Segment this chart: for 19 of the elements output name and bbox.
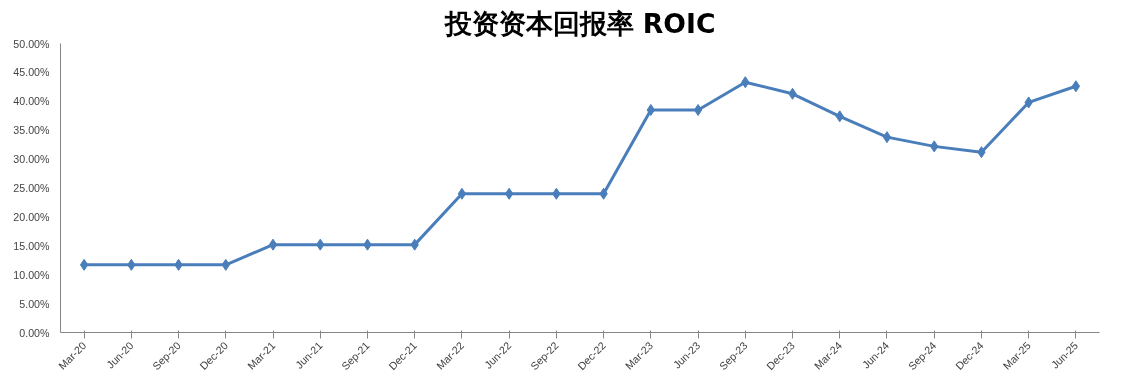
y-tick-label: 45.00% bbox=[13, 66, 51, 79]
y-tick-label: 30.00% bbox=[13, 153, 51, 166]
point bbox=[79, 258, 89, 271]
y-tick-label: 50.00% bbox=[13, 37, 51, 50]
point bbox=[457, 187, 467, 200]
chart-title: 投资资本回报率 ROIC bbox=[443, 7, 716, 39]
y-tick-label: 20.00% bbox=[13, 210, 51, 223]
y-tick-label: 0.00% bbox=[19, 326, 51, 339]
point bbox=[504, 187, 514, 200]
y-tick-label: 10.00% bbox=[13, 268, 51, 281]
y-tick-label: 35.00% bbox=[13, 124, 51, 137]
point bbox=[882, 131, 892, 144]
y-tick-label: 5.00% bbox=[19, 297, 51, 310]
y-tick-label: 25.00% bbox=[13, 182, 51, 194]
y-tick-label: 15.00% bbox=[13, 239, 51, 252]
y-tick-label: 40.00% bbox=[13, 95, 51, 108]
point bbox=[1071, 80, 1081, 93]
point bbox=[693, 103, 703, 116]
point bbox=[268, 238, 278, 251]
